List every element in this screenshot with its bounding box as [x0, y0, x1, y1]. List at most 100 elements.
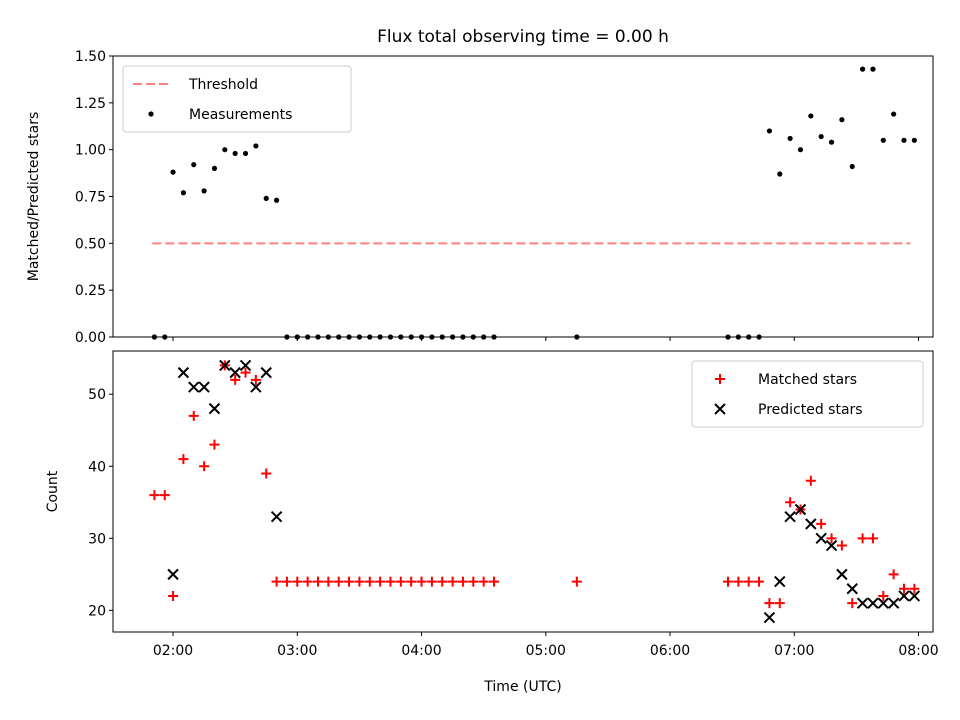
- y-tick-label: 1.25: [75, 96, 106, 112]
- legend-measurement-swatch: [148, 111, 154, 117]
- x-tick-label: 08:00: [898, 643, 938, 659]
- matched-star-point: [302, 576, 313, 587]
- y-tick-label: 50: [88, 387, 106, 403]
- measurement-point: [725, 334, 731, 340]
- matched-star-point: [344, 576, 355, 587]
- y-tick-label: 0.50: [75, 236, 106, 252]
- x-tick-label: 05:00: [526, 643, 566, 659]
- matched-star-point: [281, 576, 292, 587]
- measurement-point: [315, 334, 321, 340]
- predicted-star-point: [815, 532, 827, 545]
- measurement-point: [870, 66, 876, 72]
- x-tick-label: 04:00: [401, 643, 441, 659]
- measurement-point: [481, 334, 487, 340]
- predicted-star-point: [836, 568, 848, 581]
- measurement-point: [460, 334, 466, 340]
- matched-star-point: [354, 576, 365, 587]
- predicted-star-point: [260, 366, 272, 379]
- predicted-star-point: [877, 597, 890, 609]
- matched-star-point: [899, 583, 910, 594]
- measurement-point: [901, 137, 907, 143]
- measurement-point: [294, 334, 300, 340]
- y-tick-label: 1.00: [75, 143, 106, 159]
- matched-star-point: [406, 576, 417, 587]
- measurement-point: [828, 139, 835, 145]
- x-tick-label: 02:00: [153, 643, 193, 659]
- predicted-star-point: [250, 381, 262, 393]
- measurement-point: [849, 163, 855, 170]
- measurement-point: [574, 334, 580, 340]
- count-panel: 20 30 40 50 02:00 03:00 04:00 05:00 06:00 07:00 08…: [45, 350, 939, 695]
- matched-star-point: [785, 497, 796, 508]
- measurement-point: [242, 150, 249, 157]
- measurement-point: [253, 143, 259, 149]
- predicted-star-point: [239, 359, 252, 372]
- predicted-star-point: [825, 539, 838, 552]
- matched-star-point: [271, 576, 282, 587]
- measurement-point: [449, 334, 456, 340]
- measurement-point: [777, 171, 783, 177]
- matched-star-point: [857, 533, 868, 544]
- predicted-star-point: [774, 575, 786, 588]
- matched-star-point: [774, 598, 785, 609]
- measurement-point: [859, 66, 866, 72]
- measurement-point: [211, 165, 218, 171]
- predicted-star-point: [856, 597, 869, 609]
- y-tick-label: 30: [88, 531, 106, 547]
- predicted-star-point: [177, 366, 190, 379]
- measurement-point: [429, 334, 435, 340]
- measurement-point: [263, 195, 269, 201]
- matched-star-point: [437, 576, 448, 587]
- matched-star-point: [261, 468, 272, 479]
- measurement-point: [418, 334, 425, 340]
- measurement-point: [766, 128, 773, 134]
- matched-star-point: [364, 576, 375, 587]
- matched-star-point: [723, 576, 733, 587]
- measurement-point: [746, 334, 752, 340]
- measurement-point: [162, 334, 168, 340]
- matched-star-point: [149, 490, 160, 501]
- matched-star-point: [847, 598, 858, 609]
- measurement-point: [377, 334, 383, 340]
- measurement-point: [191, 162, 197, 168]
- matched-star-point: [385, 576, 396, 587]
- matched-star-point: [395, 576, 406, 587]
- legend: Matched stars Predicted stars: [691, 360, 924, 428]
- predicted-star-point: [867, 597, 879, 609]
- measurement-point: [891, 111, 897, 117]
- measurement-point: [808, 113, 814, 119]
- matched-star-point: [867, 533, 878, 544]
- matched-star-point: [457, 576, 468, 587]
- x-tick-label: 07:00: [774, 643, 814, 659]
- matched-star-point: [447, 576, 458, 587]
- y-tick-label: 40: [88, 459, 106, 475]
- matched-star-point: [816, 518, 827, 529]
- measurement-point: [151, 334, 158, 340]
- matched-star-point: [805, 475, 816, 486]
- measurement-point: [356, 334, 363, 340]
- predicted-star-point: [887, 597, 900, 609]
- matched-star-point: [878, 590, 889, 601]
- measurement-point: [408, 334, 414, 340]
- measurement-point: [491, 334, 497, 340]
- matched-star-point: [188, 410, 199, 421]
- matched-star-point: [909, 583, 920, 594]
- matched-star-point: [375, 576, 386, 587]
- legend-box: [122, 65, 352, 133]
- predicted-star-point: [846, 583, 858, 595]
- legend-box: [691, 360, 924, 428]
- matched-star-point: [333, 576, 344, 587]
- predicted-star-point: [188, 381, 200, 393]
- measurement-point: [797, 147, 804, 153]
- predicted-star-point: [784, 511, 796, 523]
- measurement-point: [439, 334, 445, 340]
- predicted-star-point: [898, 590, 910, 602]
- predicted-star-point: [229, 366, 241, 379]
- measurement-point: [735, 334, 741, 340]
- matched-star-point: [209, 439, 220, 450]
- matched-star-point: [478, 576, 489, 587]
- measurement-point: [756, 334, 762, 340]
- measurement-point: [818, 133, 824, 140]
- measurement-point: [222, 147, 228, 153]
- legend-predicted-swatch: [714, 403, 726, 415]
